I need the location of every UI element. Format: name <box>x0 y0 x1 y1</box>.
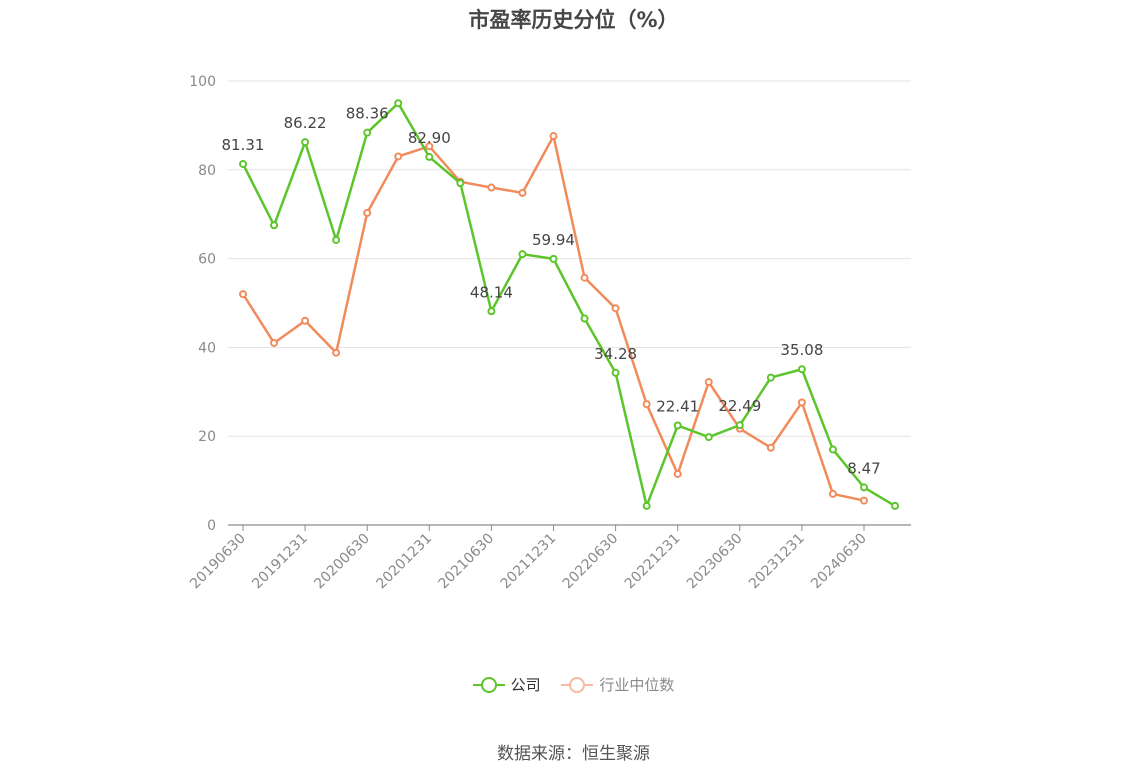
x-tick-label: 20231231 <box>746 531 808 593</box>
x-tick-label: 20201231 <box>373 531 435 593</box>
chart-legend: 公司 行业中位数 <box>0 674 1147 699</box>
data-point <box>487 307 496 316</box>
data-point <box>580 273 589 282</box>
data-label: 22.41 <box>656 397 699 415</box>
data-point <box>549 254 558 263</box>
data-label: 48.14 <box>470 283 513 301</box>
y-tick-label: 20 <box>198 429 216 445</box>
data-point <box>487 183 496 192</box>
y-tick-label: 40 <box>198 340 216 356</box>
data-point <box>797 398 806 407</box>
series-lines <box>239 99 900 510</box>
data-point <box>394 152 403 161</box>
data-point <box>673 421 682 430</box>
data-point <box>642 501 651 510</box>
data-labels: 81.31 86.22 88.36 82.90 48.14 59.94 34.28 22.41… <box>222 105 881 478</box>
legend-company-marker-icon <box>472 675 505 695</box>
data-point <box>549 132 558 141</box>
x-tick-label: 20210630 <box>436 531 498 593</box>
data-point <box>270 338 279 347</box>
legend-industry-label: 行业中位数 <box>599 676 675 694</box>
data-point <box>239 159 247 168</box>
x-tick-label: 20190630 <box>187 531 249 593</box>
data-point <box>239 290 247 299</box>
data-point <box>363 208 372 217</box>
data-point <box>456 179 465 188</box>
x-tick-label: 20240630 <box>808 531 870 593</box>
data-point <box>425 142 434 151</box>
x-tick-label: 20220630 <box>560 531 622 593</box>
data-point <box>611 368 620 377</box>
data-point <box>766 373 775 382</box>
data-label: 86.22 <box>284 114 327 132</box>
data-point <box>611 304 620 313</box>
data-point <box>580 314 589 323</box>
series-line-0 <box>241 101 896 508</box>
data-source-note: 数据来源：恒生聚源 <box>497 744 650 764</box>
data-label: 35.08 <box>780 341 823 359</box>
x-tick-label: 20221231 <box>622 531 684 593</box>
data-point <box>828 489 837 498</box>
grid-lines <box>228 80 911 437</box>
data-point <box>518 188 527 197</box>
data-point <box>270 221 279 230</box>
data-point <box>425 152 434 161</box>
data-point <box>860 496 868 505</box>
x-tick-label: 20200630 <box>311 531 373 593</box>
data-label: 59.94 <box>532 231 575 249</box>
data-point <box>301 138 310 147</box>
data-label: 88.36 <box>346 105 389 123</box>
data-point <box>797 365 806 374</box>
data-label: 34.28 <box>594 345 637 363</box>
legend-company-label: 公司 <box>510 676 541 694</box>
data-point <box>766 443 775 452</box>
data-point <box>704 433 713 442</box>
data-point <box>735 421 744 430</box>
data-point <box>642 400 651 409</box>
data-point <box>394 99 403 108</box>
line-chart: 0 20 40 60 80 100 20190630 20191231 20200630 2020… <box>187 74 911 592</box>
data-point <box>860 483 868 492</box>
data-point <box>301 316 310 325</box>
data-point <box>518 250 527 259</box>
y-tick-label: 0 <box>207 518 216 534</box>
chart-title: 市盈率历史分位（%） <box>468 8 679 32</box>
legend-item-company[interactable]: 公司 <box>472 674 541 695</box>
data-label: 22.49 <box>718 397 761 415</box>
x-tick-label: 20191231 <box>249 531 311 593</box>
x-tick-label: 20230630 <box>684 531 746 593</box>
data-label: 81.31 <box>222 136 265 154</box>
data-point <box>704 378 713 387</box>
x-tick-label: 20211231 <box>498 531 560 593</box>
y-tick-label: 100 <box>189 74 216 90</box>
data-label: 82.90 <box>408 129 451 147</box>
data-label: 8.47 <box>847 459 880 477</box>
y-tick-label: 80 <box>198 163 216 179</box>
data-point <box>332 348 341 357</box>
data-point <box>363 128 372 137</box>
data-point <box>828 445 837 454</box>
legend-item-industry-median[interactable]: 行业中位数 <box>561 674 674 695</box>
y-tick-label: 60 <box>198 252 216 268</box>
data-point <box>891 501 900 510</box>
data-point <box>332 235 341 244</box>
data-point <box>673 469 682 478</box>
axes: 0 20 40 60 80 100 20190630 20191231 20200630 2020… <box>187 74 911 592</box>
legend-industry-marker-icon <box>561 675 594 695</box>
